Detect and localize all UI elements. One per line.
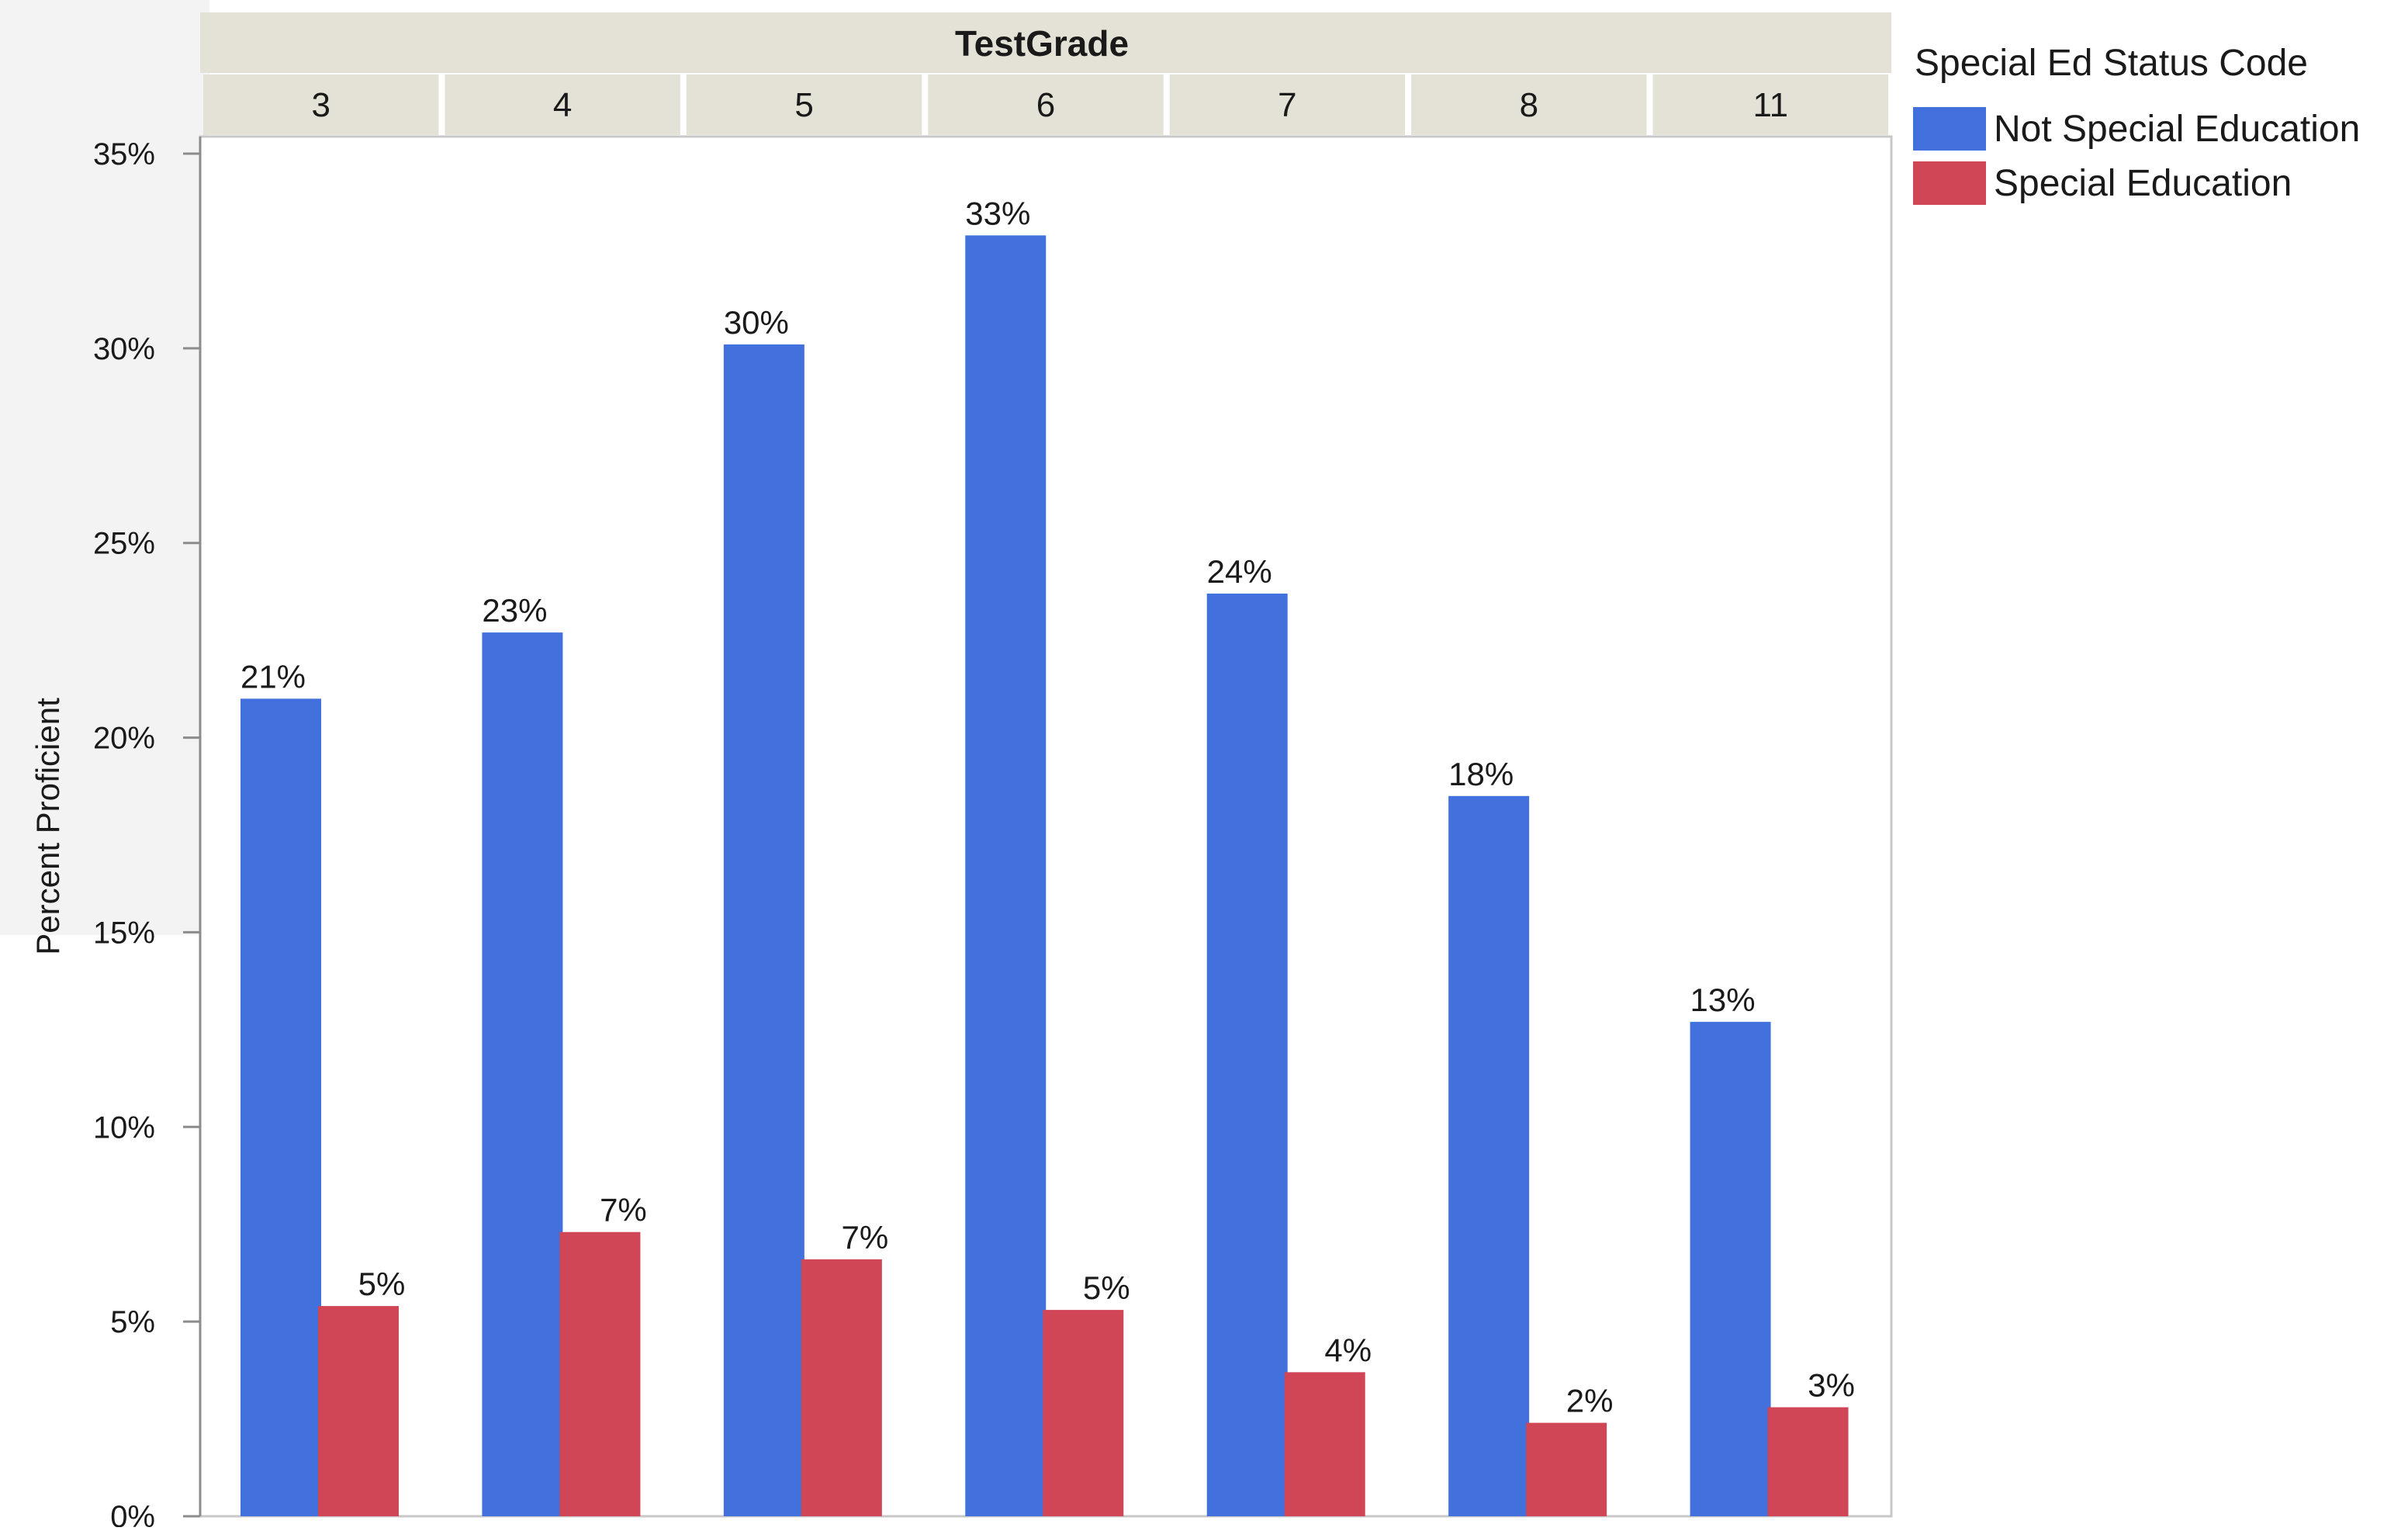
legend-swatch [1913,161,1986,205]
grade-header-label: 11 [1752,86,1788,124]
data-label: 5% [1083,1269,1130,1306]
legend-title: Special Ed Status Code [1915,43,2308,84]
bars-group: 21% 5% 23% 7% 30% 7% 33% 5% 24% 4% 18% 2% 13% 3% [240,195,1855,1517]
data-label: 18% [1448,756,1514,792]
data-label: 23% [482,592,547,629]
y-tick-label: 15% [93,916,155,950]
legend: Special Ed Status Code Not Special Educa… [1913,43,2360,205]
bar-not-special-education [1690,1021,1771,1516]
data-label: 3% [1808,1367,1855,1404]
legend-label: Special Education [1994,163,2292,204]
bar-special-education [1526,1422,1607,1516]
grade-header-cell [1169,74,1406,135]
y-ticks-group: 0% 5% 10% 15% 20% 25% 30% 35% [93,137,200,1531]
header-band [200,12,1891,73]
grade-header-label: 6 [1036,86,1055,124]
data-label: 7% [600,1192,647,1228]
data-label: 21% [240,658,306,694]
grade-header-cell [203,74,439,135]
y-tick-label: 0% [110,1500,155,1527]
legend-label: Not Special Education [1994,109,2360,150]
data-label: 33% [965,195,1030,231]
bar-special-education [318,1306,399,1516]
bar-special-education [1767,1407,1849,1516]
bar-not-special-education [723,344,804,1517]
bar-not-special-education [965,235,1047,1516]
axis-backdrop [0,0,209,935]
grade-header-cell [686,74,922,135]
bar-not-special-education [1448,795,1530,1516]
header-title: TestGrade [955,23,1129,64]
y-tick-label: 35% [93,137,155,171]
bar-not-special-education [482,632,563,1516]
y-tick-label: 30% [93,332,155,366]
grade-header-cell [445,74,680,135]
grade-header-label: 8 [1520,86,1538,124]
data-label: 2% [1566,1383,1614,1419]
bar-special-education [1043,1310,1124,1516]
data-label: 7% [842,1219,889,1256]
data-label: 5% [358,1266,406,1302]
bar-not-special-education [1206,593,1288,1516]
y-tick-label: 5% [110,1305,155,1339]
grade-header-group: 3 4 5 6 7 8 11 [203,74,1888,135]
data-label: 24% [1207,553,1272,590]
y-axis-title: Percent Proficient [29,698,66,955]
data-label: 30% [724,304,789,341]
grade-header-cell [928,74,1164,135]
grade-header-cell [1411,74,1647,135]
data-label: 13% [1690,982,1756,1018]
grade-header-label: 7 [1278,86,1296,124]
grade-header-label: 4 [553,86,572,124]
data-label: 4% [1324,1332,1372,1368]
bar-special-education [1284,1372,1365,1516]
y-tick-label: 10% [93,1110,155,1145]
y-tick-label: 20% [93,722,155,756]
bar-special-education [559,1231,641,1516]
grade-header-cell [1652,74,1888,135]
y-tick-label: 25% [93,527,155,561]
legend-swatch [1913,107,1986,151]
grade-header-label: 5 [794,86,813,124]
bar-not-special-education [240,698,321,1516]
grade-header-label: 3 [311,86,330,124]
bar-special-education [801,1259,882,1516]
